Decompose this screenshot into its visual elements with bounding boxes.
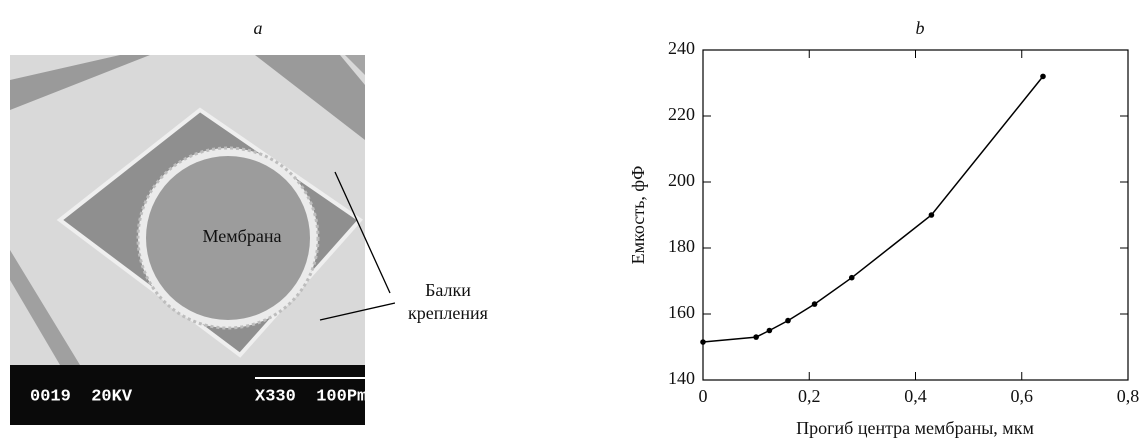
- chart: b Прогиб центра мембраны, мкм Емкость, ф…: [628, 18, 1139, 438]
- y-axis-label: Емкость, фФ: [628, 166, 648, 265]
- data-point: [811, 301, 818, 307]
- y-tick-label: 200: [668, 170, 695, 190]
- y-tick-label: 220: [668, 104, 695, 124]
- y-tick-label: 180: [668, 236, 695, 256]
- data-point: [785, 317, 791, 324]
- strip: [345, 55, 365, 75]
- x-tick-label: 0,4: [904, 386, 927, 406]
- beams-label: Балки: [425, 280, 471, 300]
- data-point: [848, 274, 855, 281]
- beams-label: крепления: [408, 303, 488, 323]
- x-tick-label: 0,6: [1011, 386, 1034, 406]
- x-tick-label: 0,2: [798, 386, 821, 406]
- data-point: [928, 212, 935, 218]
- sem-image: Мембрана Балки крепления 0019 20KV X330 …: [10, 55, 505, 425]
- info-text: X330 100Pm WD39: [255, 387, 428, 406]
- membrane-label: Мембрана: [203, 226, 282, 246]
- x-tick-label: 0,8: [1117, 386, 1140, 406]
- x-tick-label: 0: [699, 386, 708, 406]
- y-tick-label: 160: [668, 302, 695, 322]
- pointer: [334, 171, 391, 294]
- x-axis-label: Прогиб центра мембраны, мкм: [796, 418, 1034, 438]
- membrane: [146, 156, 310, 320]
- data-line: [702, 75, 1044, 343]
- y-tick-label: 140: [668, 368, 695, 388]
- panel-label: b: [916, 18, 925, 38]
- data-point: [766, 327, 773, 334]
- data-point: [753, 334, 759, 340]
- strip: [255, 55, 365, 140]
- y-tick-label: 240: [668, 38, 695, 58]
- data-point: [1040, 73, 1046, 80]
- strip: [10, 55, 150, 110]
- info-bar: [10, 365, 365, 425]
- info-text: 0019 20KV: [30, 387, 133, 406]
- data-point: [700, 339, 706, 345]
- panel-label: a: [254, 18, 263, 38]
- pointer: [319, 302, 396, 321]
- strip: [10, 250, 80, 365]
- label-bg: [395, 280, 505, 330]
